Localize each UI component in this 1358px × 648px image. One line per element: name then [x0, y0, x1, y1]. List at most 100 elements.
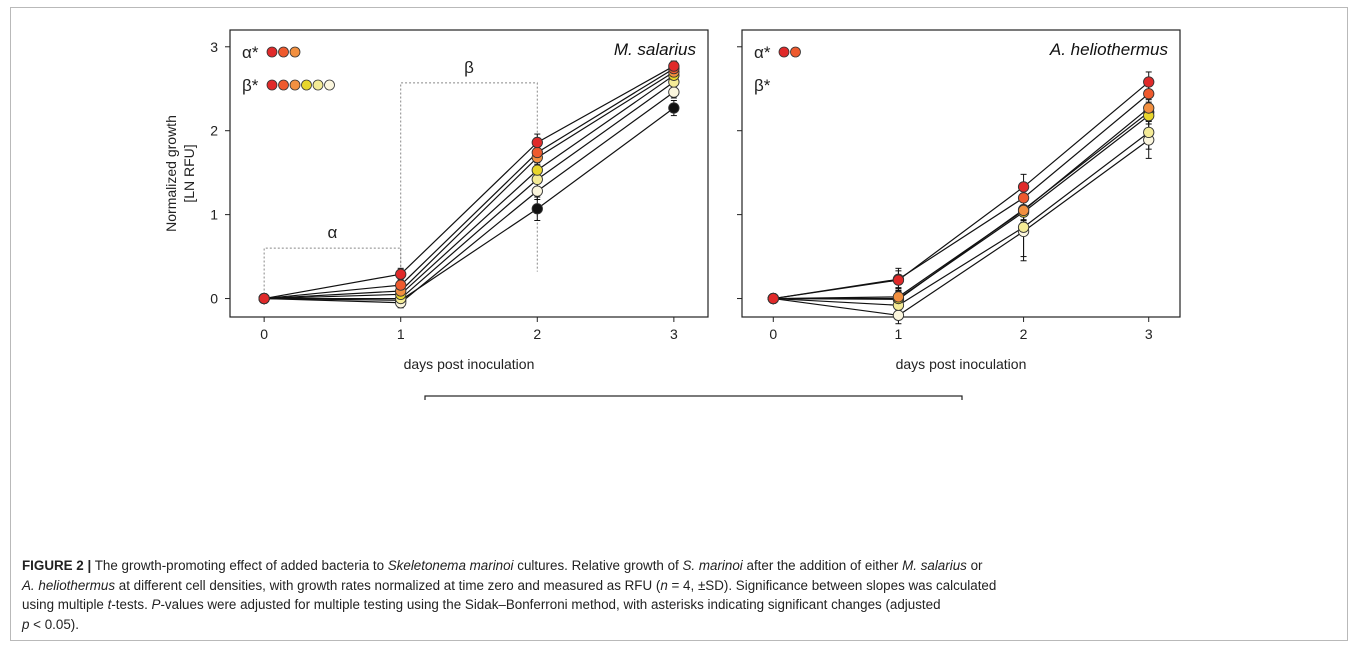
data-point — [668, 102, 680, 114]
caption-text: = 4, ±SD). Significance between slopes w… — [667, 577, 997, 593]
significance-dot — [312, 79, 324, 91]
panel-a-heliothermus: 0 1 2 3 days post inoculation A. heliothermus… — [737, 29, 1181, 372]
data-point — [1017, 204, 1030, 217]
caption-species: M. salarius — [902, 558, 967, 573]
x-tick-label: 0 — [769, 326, 777, 342]
data-point — [531, 164, 543, 176]
series-line — [264, 107, 675, 301]
data-point — [1143, 126, 1155, 139]
significance-dot — [324, 79, 335, 91]
x-tick-label: 3 — [1145, 326, 1153, 342]
caption-line-1: FIGURE 2 | The growth-promoting effect o… — [22, 556, 1340, 576]
series-line — [773, 139, 1150, 316]
data-point — [892, 274, 905, 286]
y-axis-label-line: Normalized growth — [163, 115, 179, 232]
caption-text: -values were adjusted for multiple testi… — [160, 597, 941, 612]
series-line — [773, 93, 1150, 300]
data-point — [1017, 181, 1030, 193]
x-tick-label: 3 — [670, 326, 678, 342]
data-point — [531, 146, 543, 159]
series-line — [773, 131, 1150, 306]
y-tick-label: 1 — [210, 207, 218, 223]
caption-text: after the addition of either — [742, 558, 903, 573]
data-point — [892, 291, 905, 303]
significance-bracket — [400, 82, 538, 299]
significance-marker-label: β* — [242, 76, 259, 95]
caption-species: A. heliothermus — [22, 577, 116, 593]
significance-dot — [266, 46, 278, 58]
data-point — [892, 309, 905, 321]
x-axis-label: days post inoculation — [404, 356, 535, 372]
y-axis-label-line: [LN RFU] — [181, 144, 197, 202]
data-point — [531, 136, 543, 149]
legend: 1.0 x 107 cells ml-15.0 x 106 cells ml-1… — [424, 395, 963, 400]
y-tick-label: 0 — [210, 291, 218, 307]
plot-frame — [229, 29, 709, 318]
figure-canvas: 0 1 2 3 0 1 2 3 days post inoculation Normalized … — [163, 29, 1181, 400]
series-line — [264, 91, 675, 304]
significance-dot — [278, 46, 289, 58]
data-point — [531, 185, 543, 197]
data-point — [1017, 221, 1030, 233]
y-axis-label: Normalized growth [LN RFU] — [163, 115, 197, 232]
significance-dot — [278, 79, 289, 91]
x-tick-label: 2 — [533, 326, 541, 342]
caption-line-3: using multiple t-tests. P-values were ad… — [22, 595, 1340, 615]
caption-text: using multiple — [22, 597, 108, 612]
significance-marker-label: α* — [754, 43, 771, 62]
data-point — [395, 279, 407, 291]
caption-label: FIGURE 2 | — [22, 558, 92, 573]
caption-text: or — [966, 558, 983, 573]
significance-dot — [266, 79, 278, 91]
data-point — [395, 268, 407, 280]
caption-text: at different cell densities, with growth… — [115, 577, 661, 593]
figure-frame — [10, 7, 1348, 641]
series-line — [264, 65, 675, 300]
series-line — [264, 71, 675, 300]
caption-math: P — [151, 597, 161, 612]
data-point — [1143, 76, 1155, 88]
caption-text: The growth-promoting effect of added bac… — [91, 558, 388, 573]
significance-dot — [790, 46, 801, 58]
data-point — [1017, 192, 1030, 204]
data-point — [531, 203, 543, 215]
caption-math: p — [22, 616, 30, 632]
data-point — [1143, 102, 1155, 114]
y-tick-label: 2 — [210, 123, 218, 139]
data-point — [1143, 88, 1155, 100]
y-tick-label: 3 — [210, 39, 218, 55]
caption-text: < 0.05). — [29, 616, 79, 632]
caption-math: n — [660, 577, 668, 593]
caption-species: Skeletonema marinoi — [387, 558, 514, 573]
panel-title: A. heliothermus — [1049, 40, 1169, 59]
caption-text: cultures. Relative growth of — [513, 558, 683, 573]
caption-line-4: p < 0.05). — [22, 615, 1340, 635]
x-tick-label: 0 — [260, 326, 268, 342]
significance-marker-label: β* — [754, 76, 771, 95]
significance-dot — [289, 79, 301, 91]
x-tick-label: 1 — [895, 326, 903, 342]
data-point — [668, 60, 680, 72]
significance-marker-label: α* — [242, 43, 259, 62]
caption-text: -tests. — [111, 597, 152, 612]
plot-frame — [741, 29, 1181, 318]
panel-title: M. salarius — [614, 40, 697, 59]
data-point — [668, 86, 680, 98]
caption-math: t — [107, 597, 112, 612]
series-line — [264, 74, 675, 300]
significance-dot — [301, 79, 312, 91]
series-line — [264, 68, 675, 300]
panel-m-salarius: 0 1 2 3 0 1 2 3 days post inoculation Normalized … — [163, 29, 709, 372]
x-tick-label: 2 — [1020, 326, 1028, 342]
figure-caption: FIGURE 2 | The growth-promoting effect o… — [22, 556, 1340, 634]
data-point — [258, 292, 270, 305]
significance-dot — [778, 46, 790, 58]
significance-bracket-label: α — [328, 223, 338, 242]
x-tick-label: 1 — [397, 326, 405, 342]
caption-line-2: A. heliothermus at different cell densit… — [22, 576, 1340, 596]
x-axis-label: days post inoculation — [896, 356, 1027, 372]
data-point — [767, 292, 779, 305]
caption-species: S. marinoi — [682, 558, 743, 573]
series-line — [773, 111, 1150, 300]
significance-bracket — [263, 247, 402, 299]
